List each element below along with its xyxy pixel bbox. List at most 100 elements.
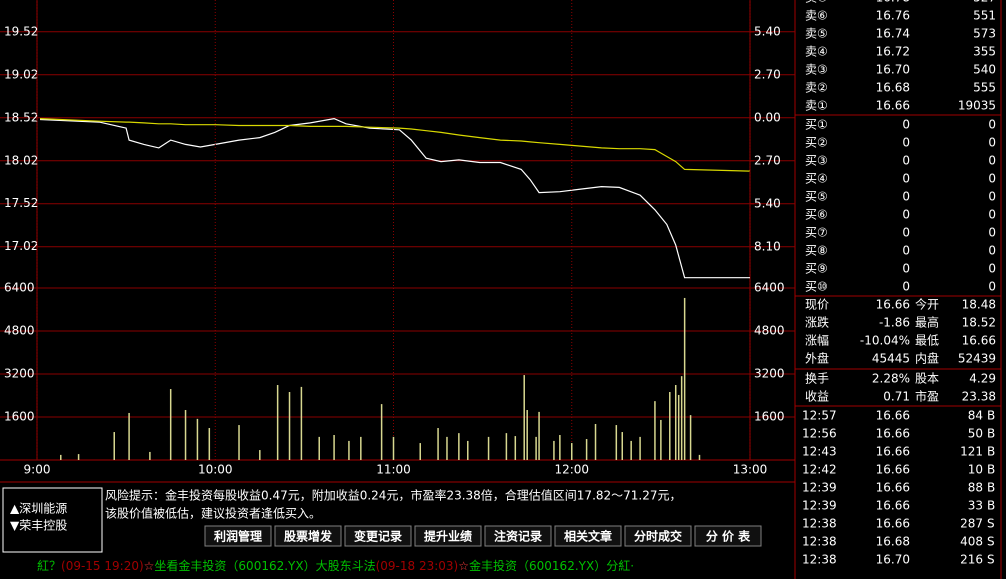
trade-price: 16.66 — [876, 481, 910, 495]
bid-volume: 0 — [988, 244, 996, 258]
volume-bar — [348, 440, 350, 460]
button-frame[interactable] — [414, 525, 482, 547]
stat-value: 2.28% — [872, 372, 910, 386]
related-stock[interactable]: ▼荣丰控股 — [10, 519, 67, 533]
bid-volume: 0 — [988, 118, 996, 132]
bid-label: 买② — [805, 136, 828, 150]
button[interactable]: 相关文章 — [564, 529, 612, 544]
stat-label: 换手 — [805, 372, 829, 386]
y-tick-label: 19.52 — [4, 24, 38, 38]
trade-side: S — [987, 553, 995, 567]
volume-bar — [184, 410, 187, 460]
volume-bar — [169, 389, 172, 460]
ask-volume: 19035 — [958, 99, 996, 113]
trade-time: 12:43 — [802, 445, 837, 459]
news-ticker: 紅？(09-15 19:20)☆坐看金丰投资（600162.YX）大股东斗法(0… — [37, 558, 634, 573]
ask-label: 卖③ — [805, 63, 828, 77]
ticker-segment[interactable]: (09-15 19:20) — [61, 559, 144, 573]
volume-bar — [505, 433, 508, 460]
button-frame[interactable] — [694, 525, 762, 547]
related-stock[interactable]: ▲深圳能源 — [10, 502, 67, 516]
risk-notice: 风险提示：金丰投资每股收益0.47元，附加收益0.24元，市盈率23.38倍，合… — [105, 488, 682, 503]
volume-bar — [654, 401, 656, 460]
stat-value: -1.86 — [879, 316, 910, 330]
trade-side: B — [987, 463, 995, 477]
trade-price: 16.66 — [876, 445, 910, 459]
bid-volume: 0 — [988, 154, 996, 168]
ask-volume: 555 — [973, 81, 996, 95]
x-tick-label: 11:00 — [376, 463, 411, 477]
volume-bar — [380, 404, 383, 460]
ticker-segment[interactable]: (09-18 23:03) — [376, 559, 459, 573]
y-tick-label-right: 3200 — [754, 367, 785, 381]
y-tick-label: 1600 — [4, 410, 35, 424]
price-line — [39, 118, 751, 172]
button-frame[interactable] — [554, 525, 622, 547]
ticker-segment[interactable]: 紅？ — [37, 559, 61, 573]
volume-bar — [288, 392, 291, 460]
stat-value: 23.38 — [962, 390, 996, 404]
stat-label: 今开 — [915, 297, 939, 312]
ask-price: 16.72 — [876, 45, 910, 59]
trade-time: 12:38 — [802, 553, 837, 567]
volume-bar — [553, 440, 555, 460]
bid-price: 0 — [902, 262, 910, 276]
volume-bar — [535, 436, 537, 460]
button-frame[interactable] — [274, 525, 342, 547]
volume-bar — [128, 412, 130, 460]
ticker-segment[interactable]: ☆ — [144, 559, 155, 573]
button[interactable]: 分 价 表 — [706, 529, 751, 544]
volume-bar — [689, 415, 692, 460]
button[interactable]: 分时成交 — [634, 529, 682, 544]
bid-volume: 0 — [988, 136, 996, 150]
trade-time: 12:39 — [802, 499, 837, 513]
stat-value: 16.66 — [876, 298, 910, 312]
y-tick-label-right: 1600 — [754, 410, 785, 424]
ticker-segment[interactable]: 金丰投资（600162.YX）分紅· — [469, 558, 634, 573]
button-frame[interactable] — [484, 525, 552, 547]
button-frame[interactable] — [624, 525, 692, 547]
volume-bar — [333, 435, 335, 460]
volume-bar — [60, 454, 62, 460]
trade-time: 12:38 — [802, 535, 837, 549]
trade-volume: 216 — [960, 553, 983, 567]
stat-value: 18.52 — [962, 316, 996, 330]
volume-bar — [392, 436, 395, 460]
button[interactable]: 提升业绩 — [424, 529, 472, 544]
trade-price: 16.66 — [876, 427, 910, 441]
ask-volume: 573 — [973, 27, 996, 41]
volume-bar — [669, 392, 671, 460]
y-tick-label-right: 4800 — [754, 324, 785, 338]
ask-price: 16.76 — [876, 9, 910, 23]
button-frame[interactable] — [204, 525, 272, 547]
ask-volume: 355 — [973, 45, 996, 59]
volume-bar — [458, 433, 460, 460]
stat-value: 18.48 — [962, 298, 996, 312]
bid-price: 0 — [902, 118, 910, 132]
bid-volume: 0 — [988, 208, 996, 222]
price-line — [39, 117, 750, 279]
ticker-segment[interactable]: 坐看金丰投资（600162.YX）大股东斗法 — [154, 558, 375, 573]
volume-bar — [585, 439, 588, 460]
button[interactable]: 变更记录 — [354, 529, 402, 544]
volume-bar — [113, 432, 115, 460]
ticker-segment[interactable]: ☆ — [458, 559, 469, 573]
y2-tick-label: 0.00 — [754, 110, 781, 124]
trade-volume: 408 — [960, 535, 983, 549]
button[interactable]: 利润管理 — [214, 529, 262, 544]
ask-price: 16.70 — [876, 63, 910, 77]
volume-bar — [300, 386, 303, 460]
bid-label: 买⑨ — [805, 262, 828, 276]
related-box — [2, 487, 103, 553]
stat-label: 涨幅 — [805, 333, 829, 348]
button[interactable]: 股票增发 — [284, 529, 333, 544]
trade-side: B — [987, 499, 995, 513]
bid-price: 0 — [902, 244, 910, 258]
trade-volume: 287 — [960, 517, 983, 531]
button[interactable]: 注资记录 — [494, 529, 542, 544]
bid-price: 0 — [902, 190, 910, 204]
stat-label: 最高 — [915, 315, 939, 330]
x-tick-label: 13:00 — [733, 463, 768, 477]
button-frame[interactable] — [344, 525, 412, 547]
